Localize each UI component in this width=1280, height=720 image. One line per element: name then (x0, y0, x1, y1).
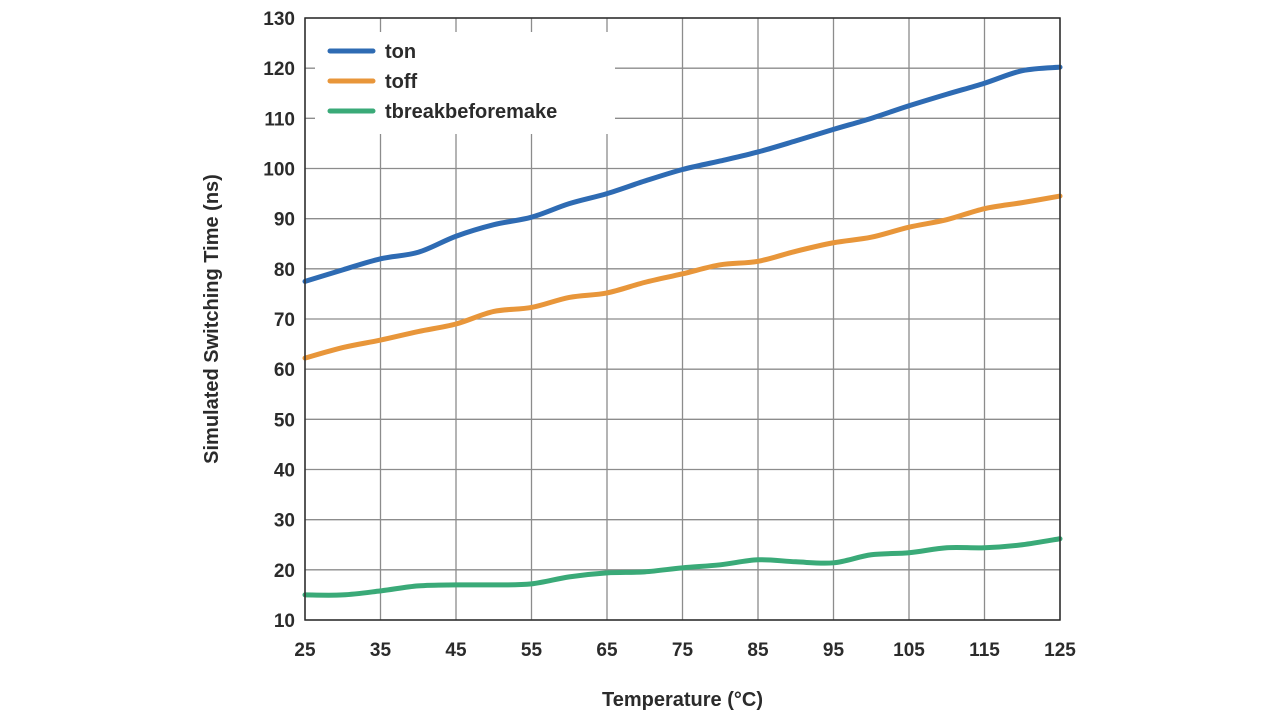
legend-label-tbreakbeforemake: tbreakbeforemake (385, 101, 557, 123)
y-tick-labels: 10 20 30 40 50 60 70 80 90 100 110 120 130 (263, 9, 295, 632)
plot-frame (304, 17, 1061, 621)
legend-label-ton: ton (385, 41, 416, 63)
x-tick-label-45: 45 (445, 640, 467, 661)
y-tick-label-120: 120 (263, 59, 295, 80)
y-tick-label-40: 40 (274, 461, 295, 482)
y-tick-label-80: 80 (274, 260, 295, 281)
y-tick-label-90: 90 (274, 210, 295, 231)
series-line-ton (302, 64, 1063, 284)
y-tick-label-50: 50 (274, 410, 295, 431)
y-tick-label-30: 30 (274, 511, 295, 532)
x-axis-label: Temperature (°C) (602, 689, 763, 711)
series-line-toff (302, 193, 1063, 361)
x-tick-label-25: 25 (294, 640, 316, 661)
y-tick-label-100: 100 (263, 160, 295, 181)
series-lines (302, 64, 1063, 598)
y-tick-label-20: 20 (274, 561, 295, 582)
x-tick-label-85: 85 (747, 640, 769, 661)
x-tick-label-35: 35 (370, 640, 392, 661)
y-tick-label-70: 70 (274, 310, 295, 331)
legend-label-toff: toff (385, 71, 418, 93)
x-tick-labels: 25 35 45 55 65 75 85 95 105 115 125 (294, 640, 1076, 661)
x-tick-label-55: 55 (521, 640, 543, 661)
x-tick-label-95: 95 (823, 640, 845, 661)
y-tick-label-130: 130 (263, 9, 295, 30)
y-tick-label-60: 60 (274, 360, 295, 381)
series-line-tbreakbeforemake (302, 536, 1063, 598)
x-tick-label-115: 115 (969, 640, 1000, 661)
y-tick-label-110: 110 (264, 109, 295, 130)
y-axis-label: Simulated Switching Time (ns) (201, 174, 223, 464)
x-tick-label-125: 125 (1044, 640, 1076, 661)
x-tick-label-75: 75 (672, 640, 694, 661)
y-tick-label-10: 10 (274, 611, 295, 632)
x-tick-label-65: 65 (596, 640, 618, 661)
legend: ton toff tbreakbeforemake (315, 32, 615, 134)
x-tick-label-105: 105 (893, 640, 925, 661)
